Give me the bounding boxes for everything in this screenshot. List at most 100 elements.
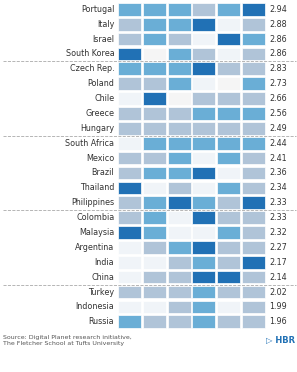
Bar bbox=[118, 77, 141, 90]
Bar bbox=[192, 211, 215, 224]
Bar bbox=[143, 167, 166, 179]
Bar bbox=[168, 3, 191, 16]
Text: 2.17: 2.17 bbox=[269, 258, 287, 267]
Bar bbox=[192, 226, 215, 239]
Text: 2.86: 2.86 bbox=[269, 49, 287, 58]
Bar bbox=[242, 301, 265, 313]
Bar bbox=[192, 92, 215, 105]
Bar bbox=[217, 152, 240, 164]
Bar bbox=[118, 301, 141, 313]
Text: Indonesia: Indonesia bbox=[76, 302, 114, 311]
Bar bbox=[217, 271, 240, 283]
Bar bbox=[242, 77, 265, 90]
Bar bbox=[143, 152, 166, 164]
Text: Source: Digital Planet research initiative,
The Fletcher School at Tufts Univers: Source: Digital Planet research initiati… bbox=[3, 335, 132, 346]
Text: 2.73: 2.73 bbox=[269, 79, 287, 88]
Bar bbox=[192, 241, 215, 254]
Bar bbox=[118, 315, 141, 328]
Bar bbox=[143, 286, 166, 298]
Text: Poland: Poland bbox=[88, 79, 114, 88]
Bar bbox=[143, 18, 166, 31]
Bar bbox=[192, 301, 215, 313]
Text: South Africa: South Africa bbox=[65, 139, 114, 148]
Text: 2.34: 2.34 bbox=[269, 183, 287, 192]
Bar bbox=[192, 107, 215, 120]
Bar bbox=[118, 92, 141, 105]
Text: 2.94: 2.94 bbox=[269, 5, 287, 14]
Bar bbox=[242, 137, 265, 150]
Bar bbox=[217, 182, 240, 194]
Text: Italy: Italy bbox=[97, 20, 114, 29]
Bar bbox=[143, 122, 166, 135]
Bar bbox=[217, 226, 240, 239]
Text: 2.66: 2.66 bbox=[269, 94, 287, 103]
Bar bbox=[192, 315, 215, 328]
Bar bbox=[217, 92, 240, 105]
Bar bbox=[242, 167, 265, 179]
Text: 1.99: 1.99 bbox=[269, 302, 287, 311]
Bar bbox=[168, 241, 191, 254]
Bar bbox=[242, 48, 265, 60]
Text: India: India bbox=[95, 258, 114, 267]
Text: 2.56: 2.56 bbox=[269, 109, 287, 118]
Bar bbox=[118, 271, 141, 283]
Bar bbox=[168, 137, 191, 150]
Bar bbox=[143, 211, 166, 224]
Bar bbox=[192, 196, 215, 209]
Text: Czech Rep.: Czech Rep. bbox=[70, 64, 114, 73]
Bar bbox=[242, 92, 265, 105]
Text: 1.96: 1.96 bbox=[269, 317, 287, 326]
Text: ▷ HBR: ▷ HBR bbox=[266, 335, 296, 344]
Bar bbox=[217, 77, 240, 90]
Bar bbox=[242, 182, 265, 194]
Text: Colombia: Colombia bbox=[76, 213, 114, 222]
Text: 2.88: 2.88 bbox=[269, 20, 287, 29]
Bar bbox=[217, 196, 240, 209]
Bar bbox=[192, 77, 215, 90]
Text: Hungary: Hungary bbox=[80, 124, 114, 133]
Text: Portugal: Portugal bbox=[81, 5, 114, 14]
Bar bbox=[118, 196, 141, 209]
Bar bbox=[168, 152, 191, 164]
Text: 2.32: 2.32 bbox=[269, 228, 287, 237]
Bar bbox=[118, 226, 141, 239]
Bar bbox=[217, 167, 240, 179]
Bar bbox=[242, 211, 265, 224]
Text: Greece: Greece bbox=[85, 109, 114, 118]
Bar bbox=[242, 3, 265, 16]
Bar bbox=[217, 301, 240, 313]
Bar bbox=[217, 211, 240, 224]
Text: 2.49: 2.49 bbox=[269, 124, 287, 133]
Bar bbox=[242, 122, 265, 135]
Text: 2.14: 2.14 bbox=[269, 273, 287, 282]
Text: South Korea: South Korea bbox=[66, 49, 114, 58]
Text: 2.33: 2.33 bbox=[269, 198, 287, 207]
Text: 2.86: 2.86 bbox=[269, 35, 287, 44]
Bar bbox=[242, 226, 265, 239]
Bar bbox=[118, 286, 141, 298]
Bar bbox=[217, 48, 240, 60]
Bar bbox=[168, 33, 191, 45]
Bar bbox=[143, 241, 166, 254]
Bar bbox=[118, 122, 141, 135]
Text: 2.27: 2.27 bbox=[269, 243, 287, 252]
Text: Chile: Chile bbox=[94, 94, 114, 103]
Bar bbox=[118, 107, 141, 120]
Bar bbox=[217, 256, 240, 269]
Bar bbox=[118, 48, 141, 60]
Bar bbox=[168, 107, 191, 120]
Bar bbox=[192, 152, 215, 164]
Bar bbox=[118, 3, 141, 16]
Bar bbox=[192, 286, 215, 298]
Bar bbox=[242, 256, 265, 269]
Bar bbox=[192, 33, 215, 45]
Bar bbox=[143, 226, 166, 239]
Bar bbox=[192, 167, 215, 179]
Bar bbox=[217, 33, 240, 45]
Bar bbox=[217, 241, 240, 254]
Bar bbox=[143, 196, 166, 209]
Bar bbox=[143, 271, 166, 283]
Bar bbox=[168, 77, 191, 90]
Bar bbox=[143, 315, 166, 328]
Bar bbox=[217, 62, 240, 75]
